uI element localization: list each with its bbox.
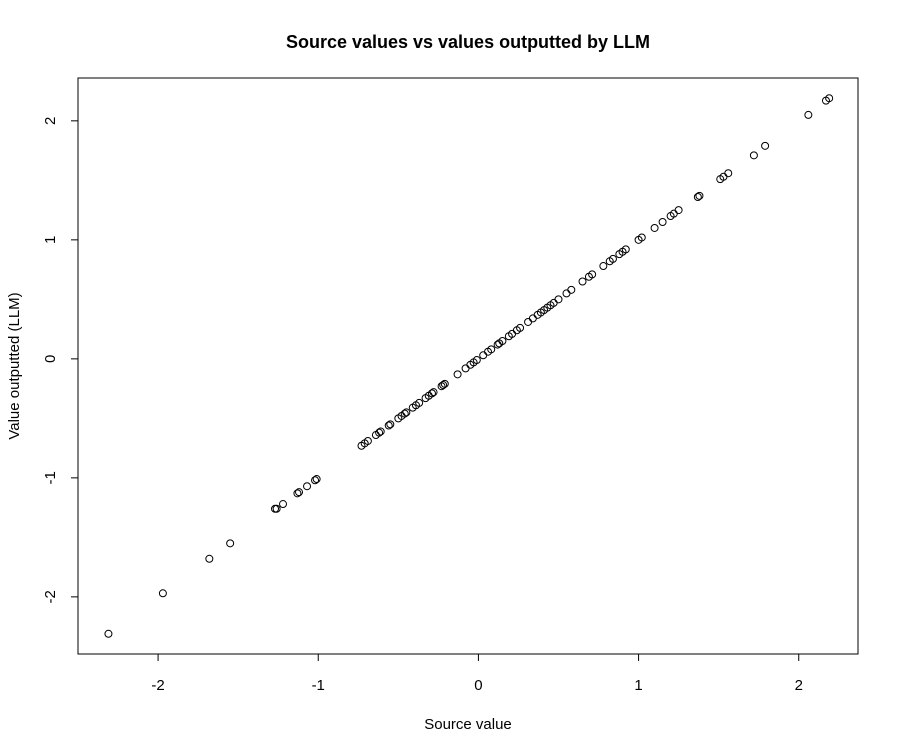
data-point: [658, 218, 667, 226]
data-point: [400, 409, 409, 418]
data-point: [303, 482, 312, 491]
x-tick-label: 2: [795, 677, 803, 694]
y-tick-label: 1: [42, 236, 59, 244]
data-point: [271, 504, 280, 513]
data-point: [461, 364, 470, 373]
data-point: [312, 475, 321, 484]
x-tick-label: 0: [474, 677, 482, 694]
data-point: [363, 436, 372, 445]
data-point: [724, 169, 733, 178]
data-point: [295, 488, 304, 497]
data-point: [375, 428, 384, 437]
data-point: [439, 381, 448, 390]
data-point: [621, 245, 630, 254]
y-tick-label: -2: [42, 590, 59, 603]
data-point: [205, 554, 214, 563]
data-point: [804, 110, 813, 119]
data-point: [650, 223, 659, 232]
y-tick-label: -1: [42, 471, 59, 484]
y-tick-label: 0: [42, 355, 59, 363]
x-axis: -2 -1 0 1 2: [151, 653, 803, 694]
x-tick-label: -2: [151, 677, 164, 694]
data-point: [695, 191, 704, 200]
data-point: [429, 388, 438, 397]
data-point: [825, 94, 834, 103]
data-point: [588, 270, 597, 279]
data-point: [599, 262, 608, 271]
data-point: [402, 408, 411, 417]
y-axis-label: Value outputted (LLM): [6, 292, 23, 439]
data-point: [293, 489, 302, 498]
data-points: [104, 94, 834, 638]
data-point: [578, 277, 587, 286]
data-point: [567, 285, 576, 294]
data-point: [104, 629, 113, 638]
data-point: [272, 504, 281, 513]
x-tick-label: -1: [312, 677, 325, 694]
data-point: [376, 427, 385, 436]
data-point: [761, 141, 770, 150]
y-tick-label: 2: [42, 117, 59, 125]
data-point: [524, 317, 533, 326]
data-point: [637, 233, 646, 242]
data-point: [608, 254, 617, 263]
data-point: [562, 289, 571, 298]
x-tick-label: 1: [634, 677, 642, 694]
data-point: [440, 379, 449, 388]
data-point: [749, 151, 758, 160]
data-point: [479, 351, 488, 360]
data-point: [415, 398, 424, 407]
data-point: [279, 500, 288, 509]
data-point: [693, 193, 702, 202]
data-point: [384, 421, 393, 430]
data-point: [386, 420, 395, 429]
data-point: [158, 589, 167, 598]
data-point: [674, 206, 683, 215]
data-point: [453, 370, 462, 379]
data-point: [472, 356, 481, 365]
data-point: [487, 345, 496, 354]
y-axis: -2 -1 0 1 2: [42, 117, 79, 604]
data-point: [427, 389, 436, 398]
data-point: [528, 314, 537, 323]
data-point: [554, 295, 563, 304]
data-point: [498, 337, 507, 346]
data-point: [311, 476, 320, 485]
chart-title: Source values vs values outputted by LLM: [286, 32, 650, 52]
x-axis-label: Source value: [424, 716, 512, 733]
data-point: [226, 539, 235, 548]
data-point: [516, 323, 525, 332]
